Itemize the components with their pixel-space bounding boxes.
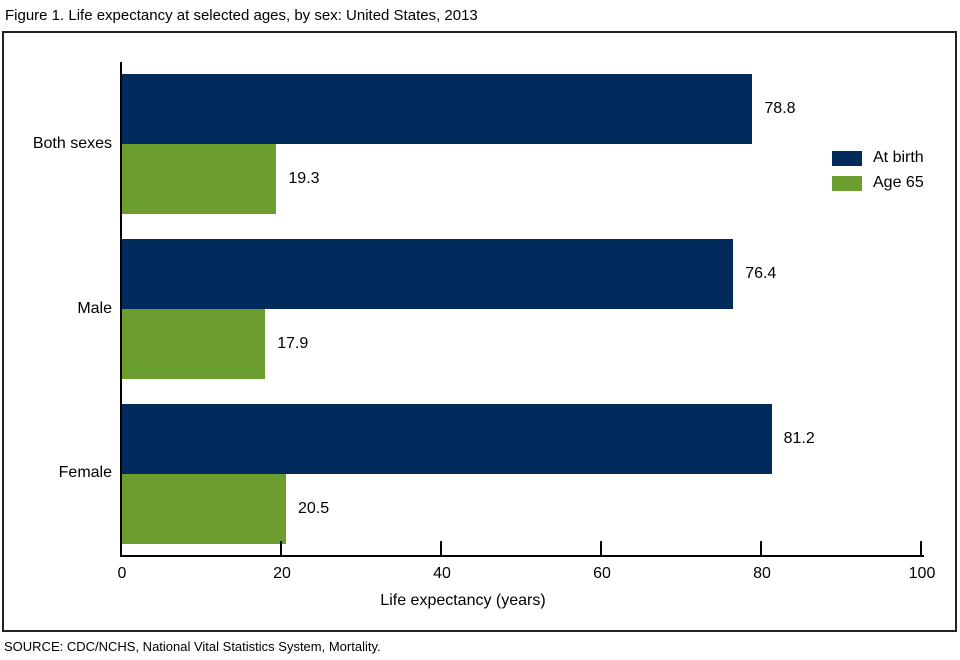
x-tick-label-0: 0 [117,565,127,582]
chart-title: Figure 1. Life expectancy at selected ag… [5,7,478,24]
x-tick-60 [600,541,602,555]
y-axis-line [120,62,122,557]
value-label-at-birth-both-sexes: 78.8 [764,100,796,118]
bar-age-65-female [122,473,286,544]
x-tick-label-20: 20 [273,565,291,582]
legend-label-age-65: Age 65 [873,174,924,191]
bar-age-65-both-sexes [122,144,277,215]
value-label-at-birth-female: 81.2 [783,429,815,447]
legend: At birth Age 65 [832,149,924,200]
category-label-male: Male [77,299,112,317]
x-tick-20 [280,541,282,555]
bar-at-birth-female [122,403,772,474]
legend-swatch-age-65 [832,175,862,191]
value-label-age-65-female: 20.5 [298,499,330,517]
bar-at-birth-male [122,239,734,309]
x-tick-label-100: 100 [908,565,936,582]
x-tick-40 [440,541,442,555]
x-tick-80 [760,541,762,555]
x-axis-line [120,555,924,557]
value-label-age-65-both-sexes: 19.3 [288,170,320,188]
legend-item-age-65: Age 65 [832,174,924,191]
value-label-at-birth-male: 76.4 [745,265,777,282]
bar-age-65-male [122,309,266,379]
bar-at-birth-both-sexes [122,74,753,145]
category-label-female: Female [58,464,112,482]
source-note: SOURCE: CDC/NCHS, National Vital Statist… [4,639,381,654]
x-axis-title: Life expectancy (years) [380,592,546,609]
legend-label-at-birth: At birth [873,149,924,166]
value-label-age-65-male: 17.9 [277,335,309,352]
legend-item-at-birth: At birth [832,149,924,166]
x-tick-100 [920,541,922,555]
legend-swatch-at-birth [832,150,862,166]
x-tick-label-80: 80 [753,565,771,582]
x-tick-label-40: 40 [433,565,451,582]
x-tick-label-60: 60 [593,565,611,582]
category-label-both-sexes: Both sexes [32,134,112,152]
